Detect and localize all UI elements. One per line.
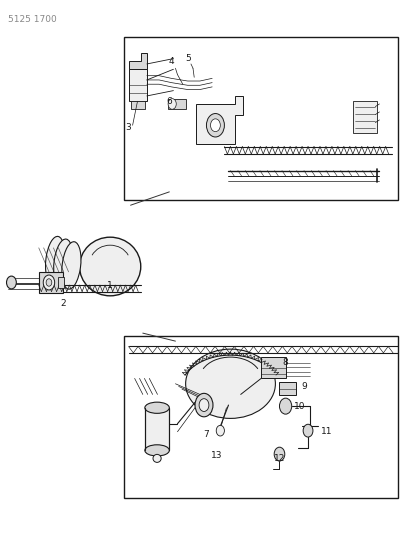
- Text: 7: 7: [203, 430, 209, 439]
- Polygon shape: [129, 53, 147, 69]
- Circle shape: [206, 114, 224, 137]
- Ellipse shape: [62, 242, 81, 289]
- Text: 9: 9: [301, 382, 307, 391]
- Text: 5125 1700: 5125 1700: [8, 15, 57, 24]
- Circle shape: [211, 119, 220, 132]
- Bar: [261, 357, 286, 378]
- Text: 8: 8: [283, 358, 288, 367]
- Text: 12: 12: [274, 454, 285, 463]
- Circle shape: [274, 447, 285, 461]
- Circle shape: [46, 279, 52, 286]
- Bar: [168, 99, 186, 109]
- Ellipse shape: [46, 237, 64, 284]
- Polygon shape: [129, 69, 147, 101]
- Text: 13: 13: [211, 451, 222, 460]
- Circle shape: [303, 424, 313, 437]
- Ellipse shape: [145, 445, 169, 456]
- Text: 6: 6: [166, 97, 172, 106]
- Ellipse shape: [186, 349, 275, 418]
- Circle shape: [43, 275, 55, 290]
- Polygon shape: [196, 96, 243, 144]
- Circle shape: [7, 276, 16, 289]
- Text: 4: 4: [169, 57, 174, 66]
- Bar: [124, 37, 398, 200]
- Circle shape: [216, 425, 224, 436]
- Ellipse shape: [153, 454, 161, 462]
- Circle shape: [168, 99, 176, 109]
- Text: 1: 1: [107, 281, 113, 289]
- Bar: [145, 408, 169, 450]
- Polygon shape: [39, 272, 63, 293]
- Text: 11: 11: [321, 427, 332, 436]
- Text: 3: 3: [126, 124, 131, 132]
- Text: 5: 5: [186, 54, 191, 63]
- Bar: [131, 101, 145, 109]
- Ellipse shape: [80, 237, 141, 296]
- Circle shape: [195, 393, 213, 417]
- Circle shape: [279, 398, 292, 414]
- Polygon shape: [353, 101, 377, 133]
- Bar: [124, 336, 398, 498]
- Circle shape: [199, 399, 209, 411]
- Bar: [279, 382, 296, 395]
- Ellipse shape: [54, 239, 73, 286]
- Ellipse shape: [145, 402, 169, 414]
- Bar: [58, 277, 64, 288]
- Text: 2: 2: [60, 300, 66, 308]
- Text: 10: 10: [294, 402, 306, 410]
